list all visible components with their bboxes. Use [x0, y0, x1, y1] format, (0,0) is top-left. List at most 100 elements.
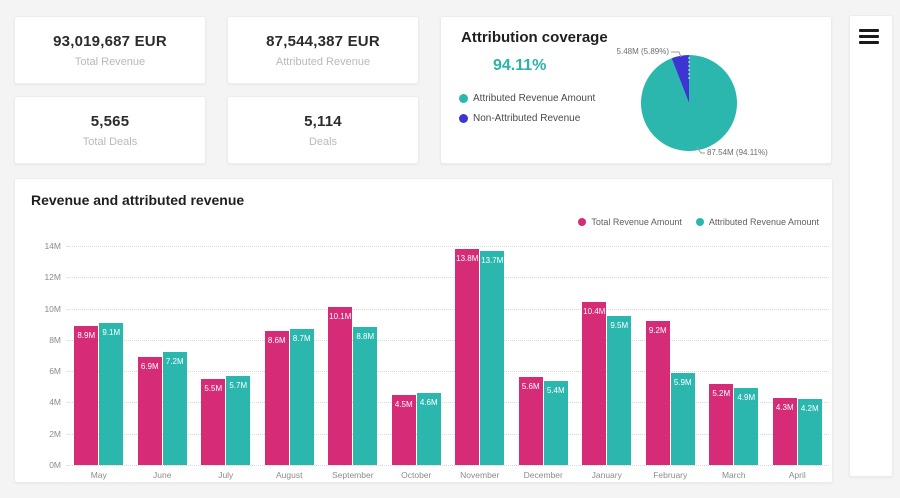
bar-value-label: 4.9M [737, 393, 756, 403]
bar-attributed-revenue[interactable]: 7.2M [162, 352, 187, 465]
pie-slices [641, 55, 738, 151]
kpi-label: Deals [308, 135, 338, 148]
y-axis-tick: 0M [49, 460, 61, 470]
x-axis-tick: November [460, 470, 500, 480]
legend-dot-icon [695, 218, 704, 226]
bar-group: 6.9M 7.2M [131, 352, 195, 465]
x-axis-tick: July [218, 470, 234, 480]
hamburger-line [859, 34, 879, 38]
y-axis-tick: 4M [49, 397, 61, 408]
gridline [67, 433, 829, 435]
kpi-card: 93,019,687 EUR Total Revenue [14, 16, 206, 84]
bar-total-revenue[interactable]: 5.2M [709, 383, 734, 465]
bar-attributed-revenue[interactable]: 5.7M [226, 375, 251, 465]
bar-attributed-revenue[interactable]: 4.2M [797, 399, 822, 465]
bar-total-revenue[interactable]: 9.2M [645, 321, 670, 465]
bar-value-label: 8.6M [267, 335, 286, 345]
bar-value-label: 7.2M [165, 357, 184, 367]
kpi-label: Total Deals [82, 135, 138, 148]
bar-total-revenue[interactable]: 10.4M [582, 302, 607, 465]
legend-item[interactable]: Non-Attributed Revenue [459, 113, 595, 124]
bar-value-label: 9.1M [102, 327, 121, 337]
bar-value-label: 9.2M [648, 326, 667, 336]
bar-total-revenue[interactable]: 5.5M [201, 379, 226, 465]
bar-group: 13.8M 13.7M [448, 249, 512, 465]
bar-value-label: 5.5M [204, 384, 223, 393]
kpi-card: 87,544,387 EUR Attributed Revenue [227, 16, 419, 84]
bar-total-revenue[interactable]: 8.6M [264, 330, 289, 465]
hamburger-menu-icon[interactable] [859, 25, 883, 47]
bar-attributed-revenue[interactable]: 4.9M [734, 388, 759, 465]
bar-attributed-revenue[interactable]: 4.6M [416, 393, 441, 465]
bar-total-revenue[interactable]: 10.1M [328, 307, 353, 465]
x-axis-tick: March [721, 470, 746, 480]
legend-dot-icon [578, 218, 587, 226]
attribution-coverage-card: Attribution coverage 94.11% Attributed R… [440, 16, 832, 164]
attribution-percent: 94.11% [493, 57, 547, 74]
bar-attributed-revenue[interactable]: 13.7M [480, 250, 505, 465]
bar-value-label: 5.4M [546, 385, 565, 395]
bar-value-label: 9.5M [610, 321, 629, 331]
kpi-value: 5,565 [90, 112, 130, 130]
kpi-label: Total Revenue [74, 55, 146, 68]
legend-item[interactable]: Attributed Revenue Amount [459, 93, 595, 104]
kpi-value: 93,019,687 EUR [53, 32, 167, 50]
revenue-chart-card: Revenue and attributed revenue Total Rev… [14, 178, 833, 483]
bar-total-revenue[interactable]: 13.8M [455, 249, 480, 465]
bar-value-label: 6.9M [140, 362, 159, 372]
bar-value-label: 4.6M [419, 398, 438, 407]
right-toolbar [849, 15, 893, 477]
gridline [67, 371, 829, 373]
revenue-chart-legend: Total Revenue Amount Attributed Revenue A… [578, 217, 819, 236]
y-axis-tick: 12M [44, 272, 61, 283]
kpi-label: Attributed Revenue [275, 55, 371, 68]
pie-slice-attributed[interactable] [641, 55, 738, 151]
bar-attributed-revenue[interactable]: 5.9M [670, 372, 695, 465]
y-axis-tick: 10M [44, 303, 61, 314]
pie-callout-label-small: 5.48M (5.89%) [616, 47, 669, 56]
bar-series: 8.9M 9.1M 6.9M 7.2M 5.5M 5.7M 8.6M 8.7M 10.1M 8.8… [67, 246, 829, 465]
x-axis-tick: April [788, 470, 806, 480]
kpi-value: 87,544,387 EUR [266, 32, 380, 50]
bar-total-revenue[interactable]: 4.5M [391, 394, 416, 465]
bar-attributed-revenue[interactable]: 9.1M [99, 322, 124, 465]
legend-item[interactable]: Attributed Revenue Amount [695, 217, 819, 227]
kpi-card: 5,565 Total Deals [14, 96, 206, 164]
pie-slice-non-attributed[interactable] [671, 55, 689, 103]
bar-group: 10.1M 8.8M [321, 307, 385, 465]
bar-attributed-revenue[interactable]: 8.7M [289, 328, 314, 465]
bar-value-label: 4.3M [775, 402, 794, 412]
x-axis-tick: October [401, 470, 432, 480]
pie-callout-line-small [671, 51, 682, 58]
bar-total-revenue[interactable]: 8.9M [74, 325, 99, 465]
pie-callout-label-large: 87.54M (94.11%) [707, 148, 768, 157]
bar-total-revenue[interactable]: 4.3M [772, 397, 797, 465]
bar-group: 4.3M 4.2M [766, 397, 830, 465]
bar-total-revenue[interactable]: 5.6M [518, 377, 543, 465]
y-axis-tick: 2M [49, 428, 61, 439]
y-axis-tick: 14M [44, 241, 61, 251]
bar-attributed-revenue[interactable]: 9.5M [607, 316, 632, 465]
bar-value-label: 4.5M [394, 399, 413, 409]
legend-item[interactable]: Total Revenue Amount [578, 217, 682, 227]
bar-value-label: 8.9M [77, 330, 96, 340]
y-axis-tick: 8M [49, 334, 61, 345]
attribution-pie-chart [641, 51, 738, 154]
attribution-title: Attribution coverage [461, 29, 608, 46]
gridline [67, 308, 829, 310]
bar-group: 5.5M 5.7M [194, 375, 258, 465]
bar-group: 10.4M 9.5M [575, 302, 639, 465]
bar-group: 4.5M 4.6M [385, 393, 449, 465]
bar-group: 9.2M 5.9M [639, 321, 703, 465]
legend-dot-icon [459, 114, 468, 123]
bar-value-label: 13.8M [456, 254, 479, 264]
bar-value-label: 5.7M [229, 380, 248, 390]
legend-dot-icon [459, 94, 468, 103]
bar-attributed-revenue[interactable]: 8.8M [353, 327, 378, 465]
hamburger-line [859, 40, 879, 44]
x-axis-tick: January [591, 470, 622, 480]
bar-group: 5.6M 5.4M [512, 377, 576, 465]
bar-attributed-revenue[interactable]: 5.4M [543, 380, 568, 465]
y-axis-tick: 6M [49, 366, 61, 377]
bar-total-revenue[interactable]: 6.9M [137, 357, 162, 465]
